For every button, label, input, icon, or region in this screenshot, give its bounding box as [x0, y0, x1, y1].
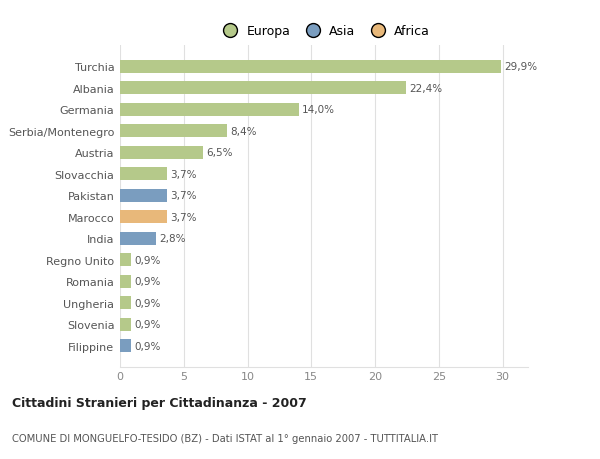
- Bar: [120, 254, 131, 267]
- Text: 0,9%: 0,9%: [134, 298, 161, 308]
- Legend: Europa, Asia, Africa: Europa, Asia, Africa: [213, 20, 435, 43]
- Text: 3,7%: 3,7%: [170, 191, 197, 201]
- Bar: [120, 318, 131, 331]
- Text: 0,9%: 0,9%: [134, 319, 161, 330]
- Text: 0,9%: 0,9%: [134, 277, 161, 287]
- Text: 0,9%: 0,9%: [134, 255, 161, 265]
- Text: 29,9%: 29,9%: [505, 62, 538, 72]
- Text: COMUNE DI MONGUELFO-TESIDO (BZ) - Dati ISTAT al 1° gennaio 2007 - TUTTITALIA.IT: COMUNE DI MONGUELFO-TESIDO (BZ) - Dati I…: [12, 433, 438, 442]
- Text: 3,7%: 3,7%: [170, 213, 197, 222]
- Bar: [120, 232, 156, 245]
- Bar: [120, 168, 167, 181]
- Text: 6,5%: 6,5%: [206, 148, 233, 158]
- Bar: [120, 103, 299, 116]
- Bar: [120, 211, 167, 224]
- Bar: [120, 275, 131, 288]
- Text: 14,0%: 14,0%: [302, 105, 335, 115]
- Bar: [120, 125, 227, 138]
- Text: 0,9%: 0,9%: [134, 341, 161, 351]
- Bar: [120, 146, 203, 159]
- Text: 8,4%: 8,4%: [230, 126, 257, 136]
- Bar: [120, 82, 406, 95]
- Text: 3,7%: 3,7%: [170, 169, 197, 179]
- Text: Cittadini Stranieri per Cittadinanza - 2007: Cittadini Stranieri per Cittadinanza - 2…: [12, 396, 307, 409]
- Bar: [120, 190, 167, 202]
- Bar: [120, 340, 131, 353]
- Bar: [120, 297, 131, 310]
- Text: 22,4%: 22,4%: [409, 84, 442, 94]
- Text: 2,8%: 2,8%: [159, 234, 185, 244]
- Bar: [120, 61, 501, 73]
